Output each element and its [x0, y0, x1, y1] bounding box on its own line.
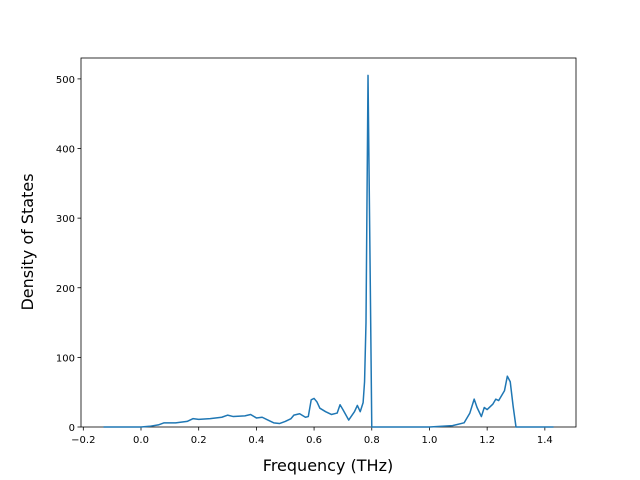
- x-tick-label: 0.2: [191, 435, 207, 446]
- x-tick-label: 0.4: [248, 435, 264, 446]
- x-tick-label: 0.8: [364, 435, 380, 446]
- x-tick-label: 1.4: [537, 435, 553, 446]
- x-tick-label: −0.2: [71, 435, 95, 446]
- y-tick-label: 200: [56, 284, 75, 295]
- y-tick-label: 500: [56, 75, 75, 86]
- y-axis-label: Density of States: [18, 173, 37, 310]
- y-tick-label: 0: [69, 423, 75, 434]
- x-tick-label: 0.6: [306, 435, 322, 446]
- x-tick-label: 0.0: [133, 435, 149, 446]
- y-tick-label: 400: [56, 145, 75, 156]
- y-tick-label: 300: [56, 214, 75, 225]
- x-tick-label: 1.2: [479, 435, 495, 446]
- x-tick-label: 1.0: [422, 435, 438, 446]
- x-axis-label: Frequency (THz): [263, 456, 393, 475]
- line-series: [103, 74, 554, 428]
- y-tick-label: 100: [56, 353, 75, 364]
- plot-frame: [80, 57, 577, 428]
